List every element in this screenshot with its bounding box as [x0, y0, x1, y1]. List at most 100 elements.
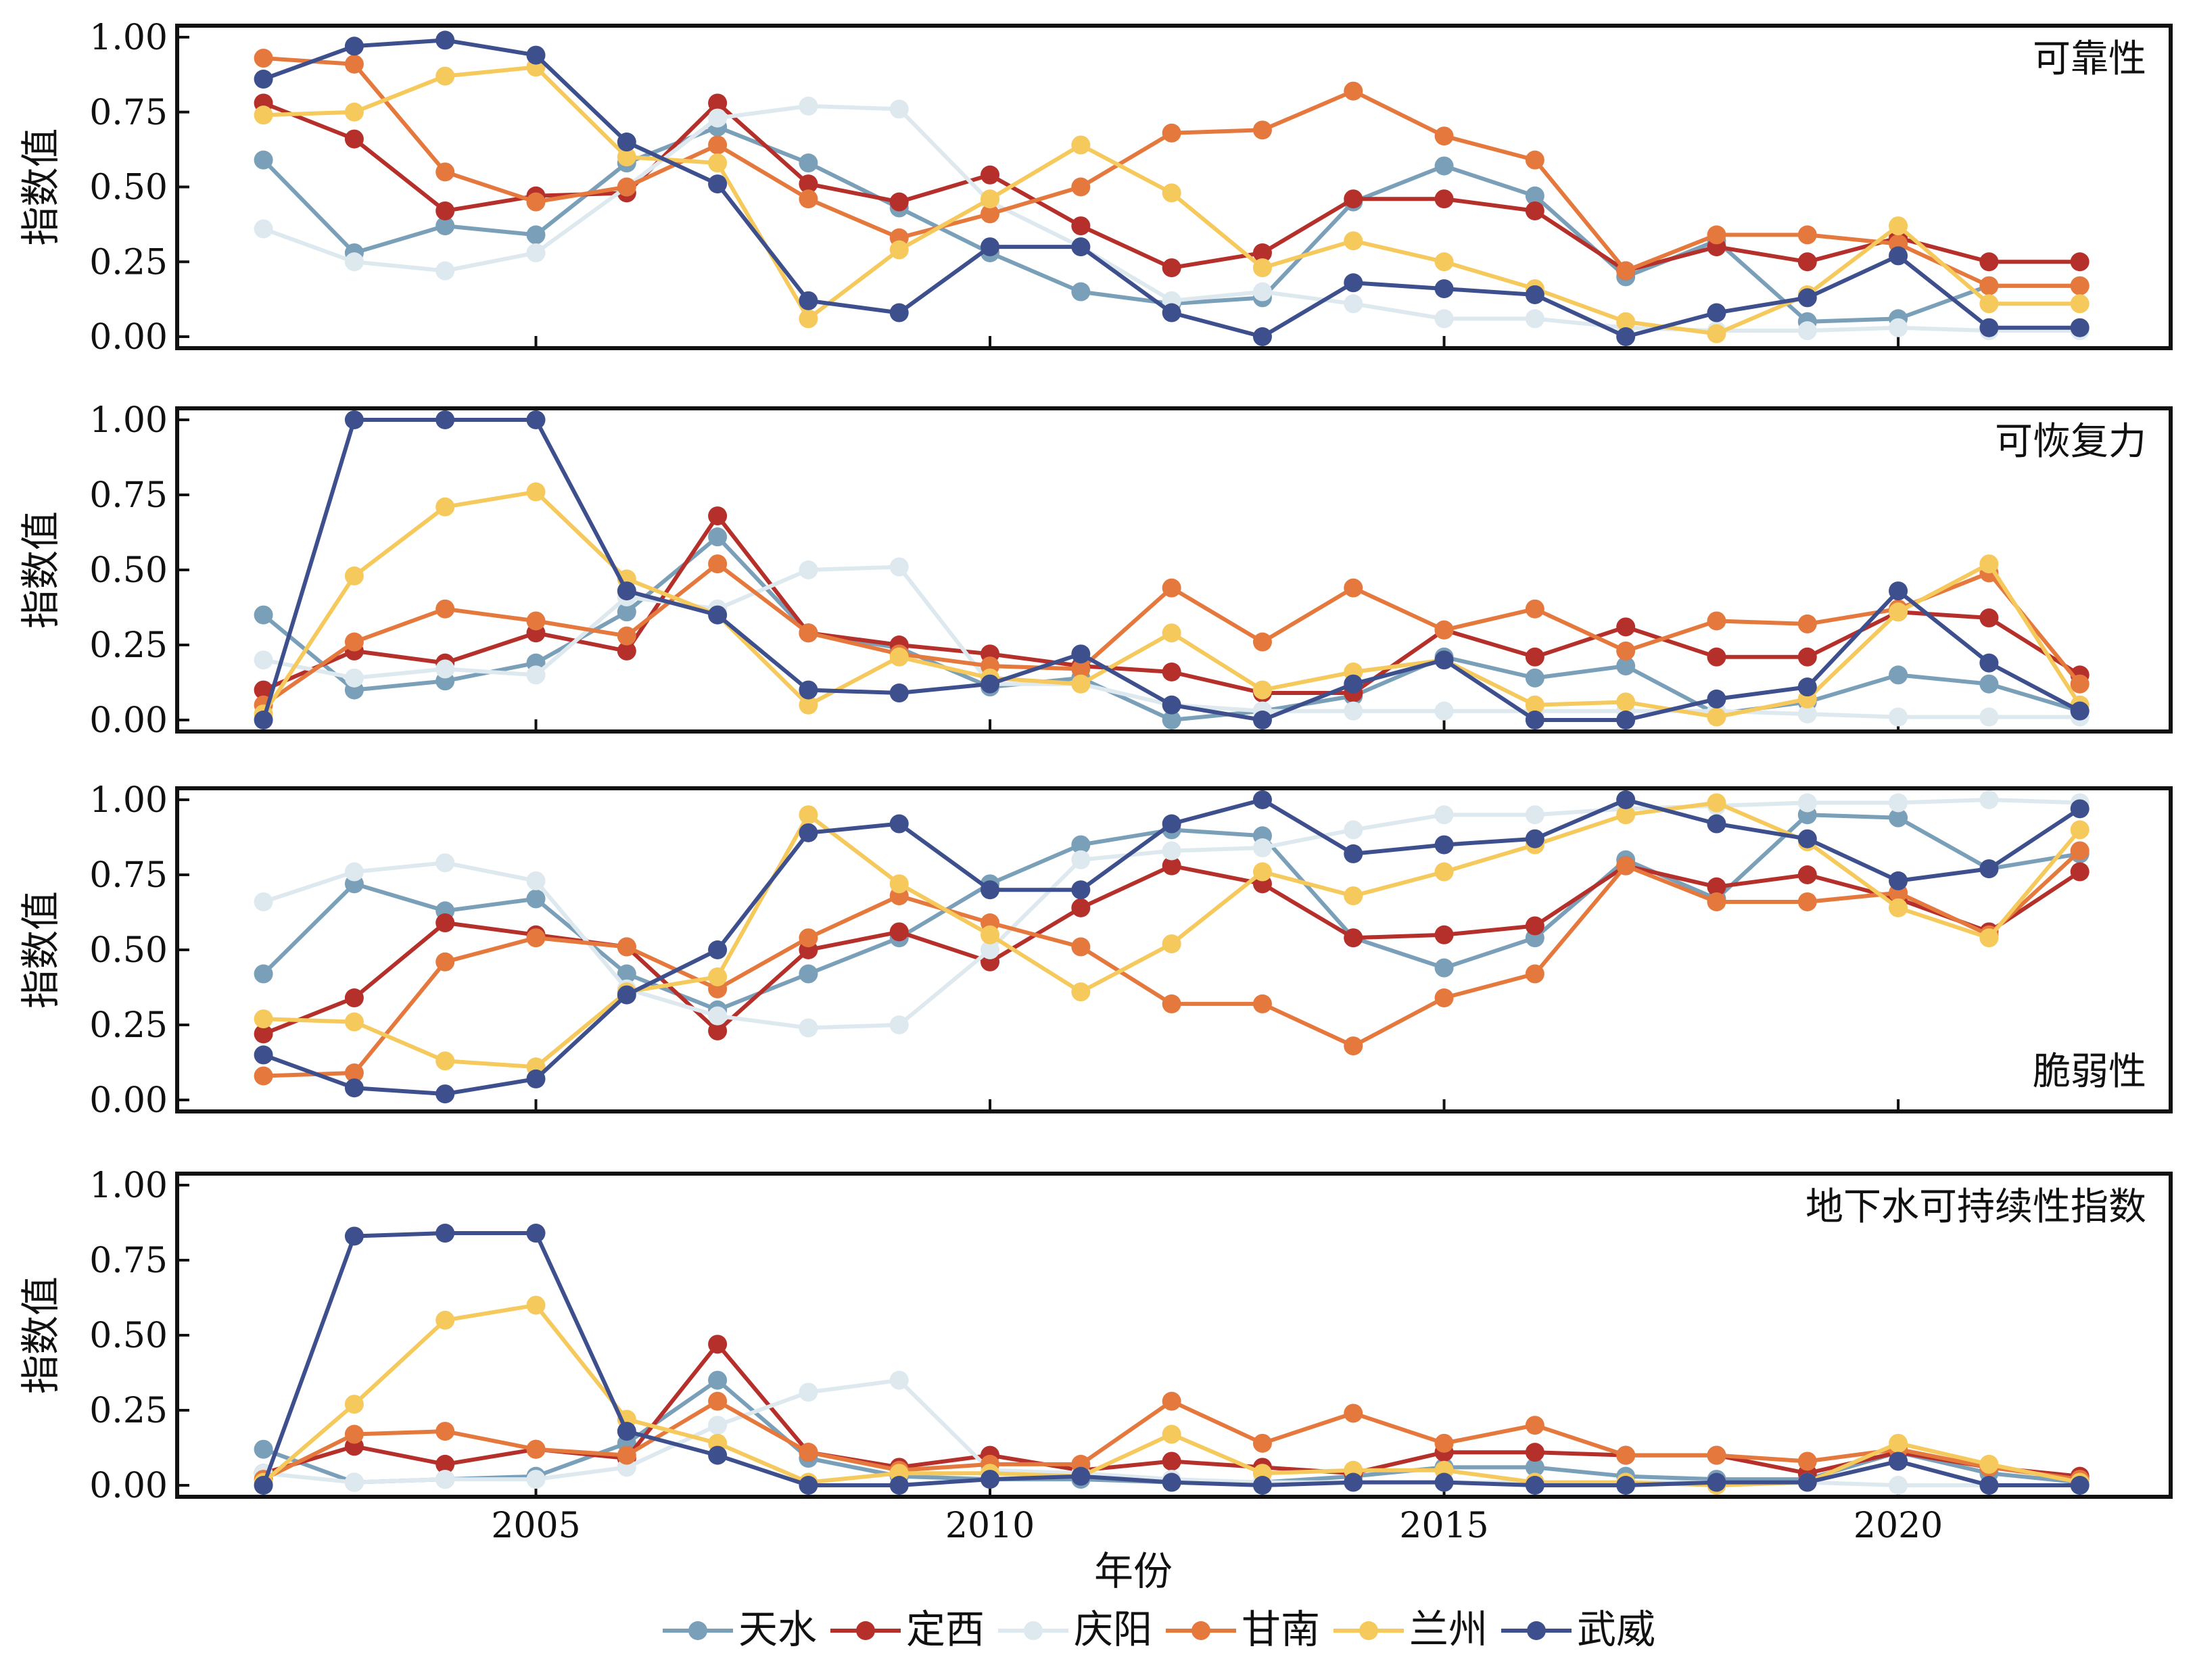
data-point	[981, 1470, 1000, 1489]
data-point	[526, 871, 546, 890]
data-point	[1707, 892, 1726, 911]
data-point	[1344, 578, 1363, 598]
data-point	[708, 1006, 728, 1026]
data-point	[1616, 1445, 1636, 1465]
data-point	[1162, 814, 1181, 834]
data-point	[1252, 243, 1272, 262]
data-point	[1525, 668, 1544, 688]
data-point	[1707, 225, 1726, 245]
data-point	[1707, 611, 1726, 631]
data-point	[2070, 294, 2090, 314]
data-point	[617, 985, 636, 1005]
data-point	[1434, 862, 1454, 882]
data-point	[1252, 1433, 1272, 1453]
data-point	[254, 680, 273, 700]
data-point	[799, 174, 818, 194]
data-point	[1525, 695, 1544, 715]
data-point	[435, 497, 455, 517]
data-point	[435, 1454, 455, 1474]
data-point	[526, 1224, 546, 1243]
data-point	[2070, 276, 2090, 295]
data-point	[254, 1009, 273, 1029]
data-point	[1252, 327, 1272, 346]
data-point	[1979, 554, 1999, 574]
data-point	[435, 599, 455, 619]
legend-marker	[1191, 1621, 1210, 1640]
data-point	[1889, 246, 1908, 266]
data-point	[1525, 711, 1544, 729]
data-point	[1434, 805, 1454, 825]
data-point	[981, 940, 1000, 959]
data-point	[1979, 790, 1999, 809]
data-point	[1162, 695, 1181, 715]
data-point	[1344, 701, 1363, 721]
data-point	[889, 647, 909, 667]
legend-marker	[1359, 1621, 1378, 1640]
data-point	[1071, 216, 1091, 236]
data-point	[526, 889, 546, 909]
data-point	[254, 49, 273, 68]
data-point	[1071, 1466, 1091, 1486]
data-point	[1707, 303, 1726, 322]
data-point	[708, 135, 728, 155]
y-tick-label: 0.50	[89, 930, 168, 971]
data-point	[1434, 958, 1454, 978]
data-point	[1434, 620, 1454, 640]
data-point	[708, 1391, 728, 1411]
data-point	[2070, 701, 2090, 721]
data-point	[799, 309, 818, 329]
data-point	[1071, 850, 1091, 869]
data-point	[1525, 1458, 1544, 1477]
data-point	[254, 219, 273, 239]
data-point	[1979, 653, 1999, 673]
data-point	[526, 410, 546, 429]
data-point	[1162, 1451, 1181, 1471]
data-point	[799, 1443, 818, 1462]
data-point	[889, 683, 909, 703]
data-point	[1797, 892, 1817, 911]
data-point	[1616, 327, 1636, 346]
x-tick-label: 2015	[1399, 1506, 1488, 1546]
data-point	[1162, 578, 1181, 598]
data-point	[1344, 844, 1363, 863]
data-point	[1162, 841, 1181, 861]
data-point	[1344, 886, 1363, 906]
data-point	[1979, 1454, 1999, 1474]
data-point	[254, 1024, 273, 1044]
data-point	[344, 1395, 364, 1414]
data-point	[617, 147, 636, 167]
data-point	[435, 162, 455, 182]
panel-title: 地下水可持续性指数	[1805, 1185, 2146, 1229]
data-point	[1525, 201, 1544, 220]
data-point	[344, 862, 364, 882]
data-point	[254, 892, 273, 911]
data-point	[1979, 1476, 1999, 1495]
data-point	[981, 880, 1000, 900]
data-point	[1071, 237, 1091, 257]
data-point	[617, 581, 636, 601]
data-point	[254, 105, 273, 125]
data-point	[2070, 862, 2090, 882]
data-point	[1797, 225, 1817, 245]
data-point	[1434, 309, 1454, 329]
data-point	[708, 1335, 728, 1354]
data-point	[1616, 692, 1636, 712]
data-point	[1434, 126, 1454, 146]
data-point	[344, 410, 364, 429]
data-point	[708, 967, 728, 986]
data-point	[981, 204, 1000, 224]
data-point	[254, 964, 273, 984]
legend-label: 甘南	[1242, 1606, 1320, 1652]
data-point	[1797, 793, 1817, 813]
data-point	[344, 1063, 364, 1083]
data-point	[1344, 1403, 1363, 1423]
data-point	[1797, 252, 1817, 272]
data-point	[1162, 258, 1181, 278]
data-point	[1797, 321, 1817, 341]
y-tick-label: 1.00	[89, 780, 168, 821]
y-tick-label: 1.00	[89, 1166, 168, 1206]
data-point	[981, 189, 1000, 209]
data-point	[889, 1370, 909, 1390]
data-point	[1434, 279, 1454, 299]
data-point	[1889, 581, 1908, 601]
